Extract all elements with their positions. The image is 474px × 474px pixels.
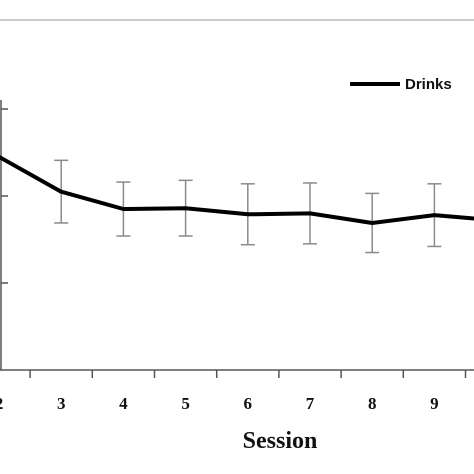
x-tick-label: 8 <box>368 394 377 413</box>
x-tick-label: 9 <box>430 394 439 413</box>
x-tick-label: 6 <box>244 394 253 413</box>
x-tick-label: 3 <box>57 394 66 413</box>
x-tick-label: 7 <box>306 394 315 413</box>
x-tick-label: 2 <box>0 394 3 413</box>
axes <box>0 100 474 378</box>
x-tick-labels: 2 3 4 5 6 7 8 9 <box>0 394 439 413</box>
x-axis-label: Session <box>243 428 318 454</box>
x-tick-label: 5 <box>181 394 190 413</box>
x-tick-label: 4 <box>119 394 128 413</box>
series-line-drinks <box>0 155 474 225</box>
legend: Drinks <box>350 76 452 93</box>
legend-label-drinks: Drinks <box>405 76 452 93</box>
series-layer <box>0 155 474 225</box>
